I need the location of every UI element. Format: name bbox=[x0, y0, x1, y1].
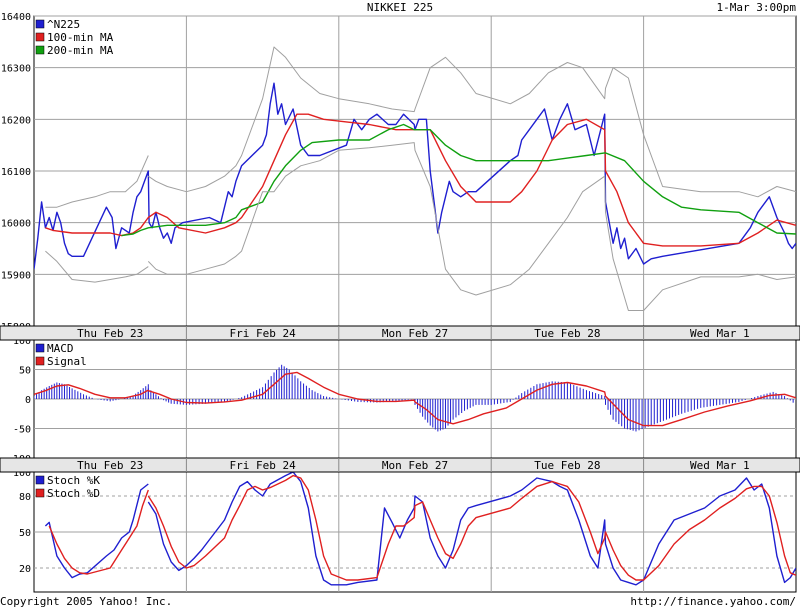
series-line-ma100 bbox=[45, 113, 796, 247]
series-group bbox=[44, 472, 796, 586]
y-tick-label: 20 bbox=[19, 564, 31, 575]
x-day-label: Wed Mar 1 bbox=[690, 459, 750, 472]
y-tick-label: 50 bbox=[19, 528, 31, 539]
stripe-bg bbox=[0, 457, 800, 473]
x-day-label: Fri Feb 24 bbox=[229, 327, 296, 340]
y-tick-label: -50 bbox=[13, 425, 31, 436]
x-day-label: Mon Feb 27 bbox=[382, 459, 448, 472]
x-day-label: Mon Feb 27 bbox=[382, 327, 448, 340]
series-line-band bbox=[147, 142, 796, 311]
series-line-signal bbox=[34, 384, 149, 399]
y-tick-label: 15900 bbox=[1, 270, 31, 281]
x-day-label: Fri Feb 24 bbox=[229, 459, 296, 472]
legend-swatch bbox=[35, 32, 45, 42]
y-tick-label: 16400 bbox=[1, 12, 31, 23]
y-tick-label: 80 bbox=[19, 492, 31, 503]
series-line-stoch_k bbox=[44, 483, 149, 579]
chart-title: NIKKEI 225 bbox=[367, 1, 433, 14]
series-line-stoch_k bbox=[147, 472, 796, 586]
x-day-label: Thu Feb 23 bbox=[77, 327, 143, 340]
series-line-ma200 bbox=[121, 123, 796, 237]
series-line-stoch_d bbox=[48, 489, 149, 575]
legend-swatch bbox=[35, 475, 45, 485]
y-tick-label: 100 bbox=[13, 468, 31, 479]
legend-swatch bbox=[35, 343, 45, 353]
legend-entry: ^N225 bbox=[47, 18, 80, 31]
stripe-bg bbox=[0, 325, 800, 341]
series-line-signal bbox=[148, 371, 796, 427]
y-tick-label: 0 bbox=[25, 395, 31, 406]
series-line-stoch_d bbox=[147, 474, 796, 581]
y-tick-label: 16000 bbox=[1, 219, 31, 230]
legend-swatch bbox=[35, 488, 45, 498]
y-tick-label: 100 bbox=[13, 336, 31, 347]
legend-entry: Stoch %D bbox=[47, 487, 100, 500]
y-tick-label: 16300 bbox=[1, 64, 31, 75]
legend-swatch bbox=[35, 19, 45, 29]
chart-timestamp: 1-Mar 3:00pm bbox=[717, 1, 797, 14]
series-group bbox=[34, 364, 796, 432]
day-label-stripe: Thu Feb 23 Fri Feb 24 Mon Feb 27 Tue Feb 28… bbox=[0, 325, 800, 341]
y-tick-label: 16100 bbox=[1, 167, 31, 178]
series-line-band bbox=[148, 46, 796, 198]
legend-swatch bbox=[35, 45, 45, 55]
legend-entry: Signal bbox=[47, 355, 87, 368]
x-day-label: Thu Feb 23 bbox=[77, 459, 143, 472]
series-line-band bbox=[45, 155, 149, 208]
footer-link[interactable]: http://finance.yahoo.com/ bbox=[630, 595, 796, 608]
panel-price: 15800159001600016100162001630016400^N225… bbox=[1, 12, 797, 333]
legend-entry: 100-min MA bbox=[47, 31, 114, 44]
legend-entry: MACD bbox=[47, 342, 74, 355]
series-line-band bbox=[45, 250, 149, 283]
legend-entry: 200-min MA bbox=[47, 44, 114, 57]
series-group bbox=[34, 46, 796, 311]
footer-copyright: Copyright 2005 Yahoo! Inc. bbox=[0, 595, 172, 608]
x-day-label: Tue Feb 28 bbox=[534, 327, 600, 340]
footer-url[interactable]: http://finance.yahoo.com/ bbox=[630, 595, 796, 608]
y-tick-label: 16200 bbox=[1, 115, 31, 126]
legend-swatch bbox=[35, 356, 45, 366]
x-day-label: Wed Mar 1 bbox=[690, 327, 750, 340]
x-day-label: Tue Feb 28 bbox=[534, 459, 600, 472]
day-label-stripe: Thu Feb 23 Fri Feb 24 Mon Feb 27 Tue Feb 28… bbox=[0, 457, 800, 473]
chart-panels: 15800159001600016100162001630016400^N225… bbox=[0, 12, 800, 593]
y-tick-label: 50 bbox=[19, 366, 31, 377]
legend-entry: Stoch %K bbox=[47, 474, 100, 487]
